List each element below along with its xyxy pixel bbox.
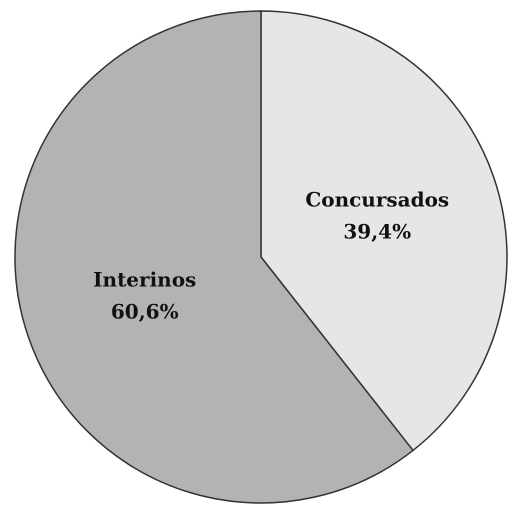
slice-value-label: 60,6% bbox=[111, 300, 179, 324]
slice-label: Interinos bbox=[93, 268, 196, 292]
pie-slice bbox=[14, 10, 415, 504]
slice-label: Concursados bbox=[305, 187, 449, 211]
slice-value-label: 39,4% bbox=[343, 219, 411, 243]
pie-slice bbox=[260, 10, 508, 452]
